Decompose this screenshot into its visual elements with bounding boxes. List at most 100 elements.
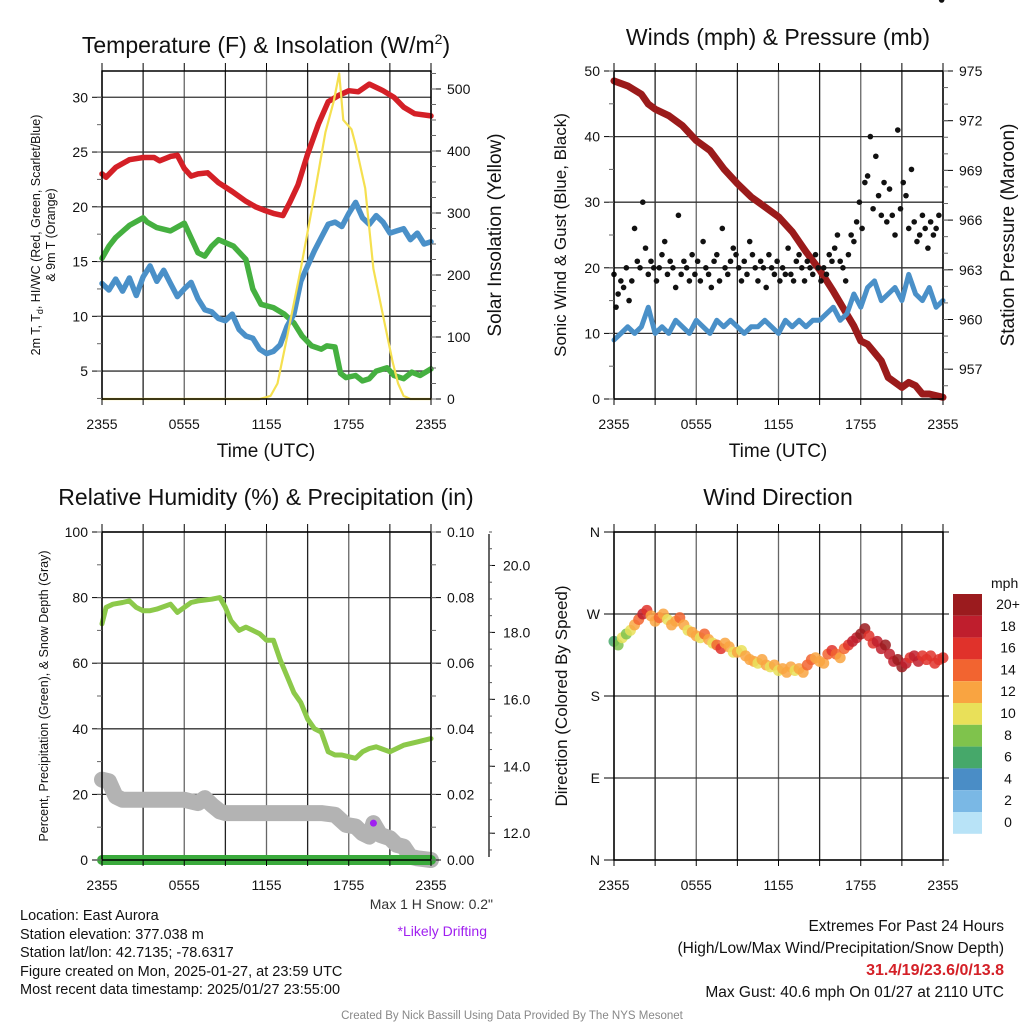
gust-point — [933, 225, 939, 232]
gust-point — [661, 238, 668, 245]
x-tick-label: 1155 — [763, 416, 793, 432]
colorbar-swatch — [953, 637, 982, 660]
gust-point — [938, 0, 945, 3]
gust-point — [634, 258, 641, 265]
series-2m-temperature — [99, 81, 434, 219]
y-tick-label: 10 — [72, 308, 88, 324]
gust-point — [711, 258, 717, 265]
wind-direction-panel: Wind Direction 2355 0555 1155 1755 2355 N E S W N… — [552, 484, 1020, 893]
x-tick-label: 0555 — [681, 416, 712, 432]
y2-tick-label: 957 — [959, 361, 983, 377]
gust-point — [922, 225, 928, 232]
winds-ylabel: Sonic Wind & Gust (Blue, Black) — [551, 113, 570, 357]
gust-point — [735, 265, 742, 271]
gust-point — [914, 238, 920, 245]
gust-point — [623, 265, 630, 271]
gust-point — [708, 284, 715, 291]
extremes-values: 31.4/19/23.6/0/13.8 — [866, 962, 1004, 979]
gust-point — [788, 271, 794, 278]
y-tick-label: 10 — [584, 325, 600, 341]
y-tick-label: 50 — [584, 63, 600, 79]
colorbar-swatch — [953, 790, 982, 812]
temperature-ylabel-line2: & 9m T (Orange) — [44, 188, 58, 281]
gust-point — [911, 219, 918, 225]
y-tick-label: N — [590, 852, 600, 868]
x-tick-label: 1755 — [845, 416, 876, 432]
gust-point — [752, 265, 758, 271]
colorbar-swatch — [953, 615, 982, 638]
y2-tick-label: 969 — [959, 162, 983, 178]
gust-point — [826, 251, 833, 258]
gust-point — [686, 278, 693, 284]
x-tick-label: 1155 — [251, 416, 281, 432]
direction-point — [818, 657, 830, 669]
extremes-title: Extremes For Past 24 Hours — [808, 918, 1004, 935]
temperature-title: Temperature (F) & Insolation (W/m2) — [82, 31, 450, 58]
colorbar-label: 12 — [1000, 683, 1016, 699]
figure-created: Figure created on Mon, 2025-01-27, at 23… — [20, 963, 343, 980]
gust-point — [859, 225, 865, 232]
gust-point — [656, 265, 663, 271]
y-tick-label: S — [591, 688, 600, 704]
gust-point — [930, 232, 937, 238]
gust-point — [785, 245, 791, 251]
gust-point — [782, 271, 789, 278]
gust-point — [878, 212, 885, 219]
gust-point — [672, 284, 679, 291]
temperature-ylabel-line1: 2m T, Td, HI/WC (Red, Green, Scarlet/Blu… — [29, 115, 45, 356]
gust-point — [812, 251, 819, 258]
y2-tick-label: 0.02 — [447, 786, 474, 802]
gust-point — [741, 258, 748, 265]
colorbar-swatch — [953, 659, 982, 682]
y2-tick-label: 960 — [959, 311, 983, 327]
gust-point — [749, 251, 756, 258]
gust-point — [823, 271, 830, 278]
colorbar-swatch — [953, 681, 982, 703]
gust-point — [620, 284, 627, 291]
y2-tick-label: 975 — [959, 63, 983, 79]
gust-point — [724, 271, 731, 278]
gust-point — [809, 271, 816, 278]
y2-tick-label: 0.04 — [447, 721, 474, 737]
gust-point — [925, 245, 931, 251]
gust-point — [834, 232, 841, 238]
gust-point — [681, 258, 687, 265]
drift-marker — [369, 819, 377, 827]
gust-point — [768, 265, 775, 271]
series-relative-humidity — [99, 595, 434, 761]
gust-point — [766, 251, 772, 258]
winds-panel: Winds (mph) & Pressure (mb) 2355 0555 1155… — [551, 0, 1019, 462]
y2-tick-label: 966 — [959, 212, 983, 228]
gust-point — [629, 278, 635, 284]
max-gust: Max Gust: 40.6 mph On 01/27 at 2110 UTC — [705, 984, 1004, 1001]
gust-point — [837, 258, 843, 265]
series-snow-depth — [94, 771, 439, 868]
y-tick-label: 30 — [584, 194, 600, 210]
gust-point — [650, 265, 657, 271]
colorbar-label: 18 — [1000, 618, 1016, 634]
colorbar-label: 16 — [1000, 640, 1016, 656]
y-tick-label: 40 — [584, 129, 600, 145]
gust-point — [889, 212, 896, 219]
gust-point — [689, 251, 695, 258]
gust-point — [703, 265, 709, 271]
gust-point — [700, 238, 706, 245]
y2-tick-label: 0.00 — [447, 852, 474, 868]
y-tick-label: 5 — [80, 363, 88, 379]
max-snow-label: Max 1 H Snow: 0.2" — [370, 896, 493, 912]
gust-point — [892, 232, 898, 238]
colorbar-label: 10 — [1000, 705, 1016, 721]
humidity-title: Relative Humidity (%) & Precipitation (i… — [58, 484, 473, 510]
gust-point — [653, 278, 660, 284]
y-tick-label: 0 — [592, 391, 600, 407]
gust-point — [848, 232, 854, 238]
gust-point — [615, 291, 621, 297]
x-tick-label: 2355 — [86, 877, 117, 893]
gust-point — [894, 127, 901, 133]
gust-point — [678, 271, 684, 278]
snow-tick-label: 18.0 — [503, 624, 530, 640]
y2-tick-label: 400 — [447, 143, 471, 159]
y2-tick-label: 300 — [447, 205, 471, 221]
x-tick-label: 2355 — [598, 416, 629, 432]
